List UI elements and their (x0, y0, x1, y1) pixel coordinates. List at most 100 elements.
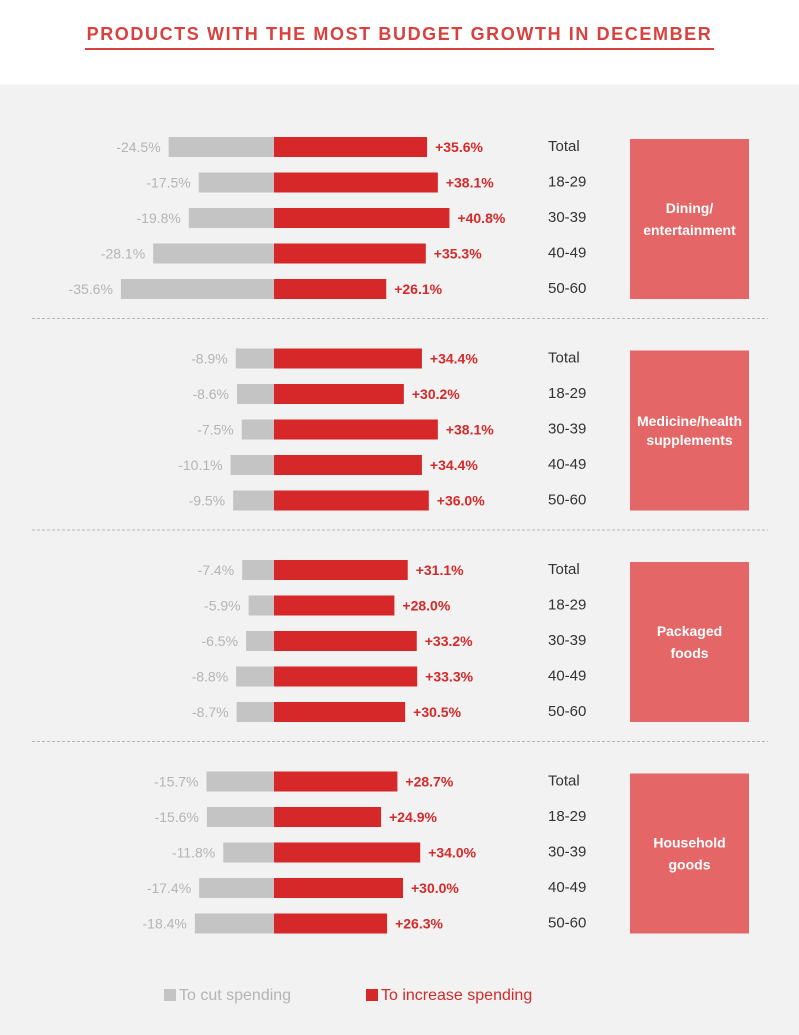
cut-bar (233, 490, 274, 511)
chart-title: PRODUCTS WITH THE MOST BUDGET GROWTH IN … (84, 24, 715, 50)
cut-bar (198, 172, 274, 193)
cut-bar (168, 137, 274, 157)
age-group-label: 30-39 (548, 844, 586, 861)
category-label: goods (669, 857, 711, 873)
increase-value-label: +26.1% (394, 281, 442, 297)
diverging-bar-chart: -24.5% +35.6% Total -17.5% +38.1% 18-29 -19.8%… (32, 137, 768, 1004)
age-group-label: 30-39 (548, 421, 586, 438)
age-group-label: 18-29 (548, 174, 586, 191)
age-group-label: 18-29 (548, 597, 586, 614)
cut-bar (188, 208, 274, 228)
category-label: Packaged (657, 623, 722, 639)
age-group-label: Total (548, 561, 580, 578)
age-group-label: 30-39 (548, 209, 586, 226)
increase-bar (274, 702, 406, 722)
increase-bar (274, 384, 404, 404)
increase-value-label: +38.1% (446, 422, 494, 438)
increase-value-label: +34.0% (428, 845, 476, 861)
cut-value-label: -8.7% (192, 704, 229, 720)
increase-value-label: +35.3% (434, 246, 482, 262)
cut-bar (236, 666, 274, 687)
cut-value-label: -10.1% (178, 457, 222, 473)
age-group-label: 40-49 (548, 668, 586, 685)
age-group-label: 18-29 (548, 385, 586, 402)
increase-bar (274, 172, 438, 193)
increase-value-label: +30.0% (411, 880, 459, 896)
increase-bar (274, 208, 450, 228)
age-group-label: Total (548, 350, 580, 367)
age-group-label: 40-49 (548, 245, 586, 262)
category-label: Dining/ (666, 200, 714, 216)
legend-label: To increase spending (381, 987, 532, 1004)
legend-swatch (164, 989, 176, 1001)
increase-bar (274, 842, 421, 863)
category-box (630, 562, 749, 722)
legend-swatch (366, 989, 378, 1001)
increase-bar (274, 490, 429, 511)
increase-bar (274, 137, 428, 157)
cut-value-label: -15.6% (155, 809, 199, 825)
cut-value-label: -17.5% (146, 175, 190, 191)
cut-value-label: -35.6% (69, 281, 113, 297)
chart-panel: -24.5% +35.6% Total -17.5% +38.1% 18-29 -19.8%… (0, 85, 799, 1035)
category-label: entertainment (643, 222, 736, 238)
cut-bar (153, 243, 274, 264)
increase-bar (274, 348, 422, 369)
age-group-label: 50-60 (548, 915, 586, 932)
increase-bar (274, 279, 387, 299)
cut-bar (237, 384, 274, 404)
category-box (630, 139, 749, 299)
increase-value-label: +35.6% (435, 139, 483, 155)
age-group-label: 50-60 (548, 280, 586, 297)
category-label: foods (670, 645, 708, 661)
category-box (630, 773, 749, 934)
cut-value-label: -7.5% (197, 422, 234, 438)
legend-label: To cut spending (179, 987, 291, 1004)
increase-bar (274, 631, 417, 651)
cut-value-label: -7.4% (198, 562, 235, 578)
cut-value-label: -8.8% (192, 669, 229, 685)
age-group-label: 18-29 (548, 808, 586, 825)
age-group-label: 40-49 (548, 456, 586, 473)
increase-value-label: +31.1% (416, 562, 464, 578)
increase-value-label: +34.4% (430, 457, 478, 473)
cut-bar (199, 878, 274, 898)
cut-bar (206, 771, 274, 792)
category-box (630, 350, 749, 511)
increase-bar (274, 455, 422, 475)
cut-bar (194, 913, 274, 934)
cut-value-label: -17.4% (147, 880, 191, 896)
increase-value-label: +30.5% (413, 704, 461, 720)
cut-value-label: -18.4% (143, 916, 187, 932)
cut-bar (230, 455, 274, 475)
increase-value-label: +33.2% (425, 633, 473, 649)
increase-bar (274, 666, 418, 687)
increase-bar (274, 595, 395, 616)
age-group-label: 40-49 (548, 879, 586, 896)
cut-bar (246, 631, 274, 651)
increase-bar (274, 878, 403, 898)
increase-value-label: +24.9% (389, 809, 437, 825)
increase-value-label: +38.1% (446, 175, 494, 191)
increase-bar (274, 771, 398, 792)
increase-value-label: +28.0% (402, 598, 450, 614)
increase-bar (274, 807, 382, 827)
cut-value-label: -11.8% (172, 845, 215, 861)
cut-bar (248, 595, 274, 616)
increase-bar (274, 560, 408, 580)
cut-value-label: -19.8% (137, 210, 181, 226)
category-label: supplements (646, 432, 733, 448)
cut-bar (242, 560, 274, 580)
increase-value-label: +26.3% (395, 916, 443, 932)
age-group-label: Total (548, 773, 580, 790)
category-label: Household (653, 835, 725, 851)
cut-bar (235, 348, 274, 369)
cut-bar (241, 419, 274, 440)
cut-value-label: -15.7% (154, 774, 198, 790)
category-label: Medicine/health (637, 413, 742, 429)
increase-bar (274, 243, 426, 264)
increase-bar (274, 913, 388, 934)
increase-value-label: +36.0% (437, 493, 485, 509)
cut-value-label: -5.9% (204, 598, 241, 614)
cut-bar (236, 702, 274, 722)
